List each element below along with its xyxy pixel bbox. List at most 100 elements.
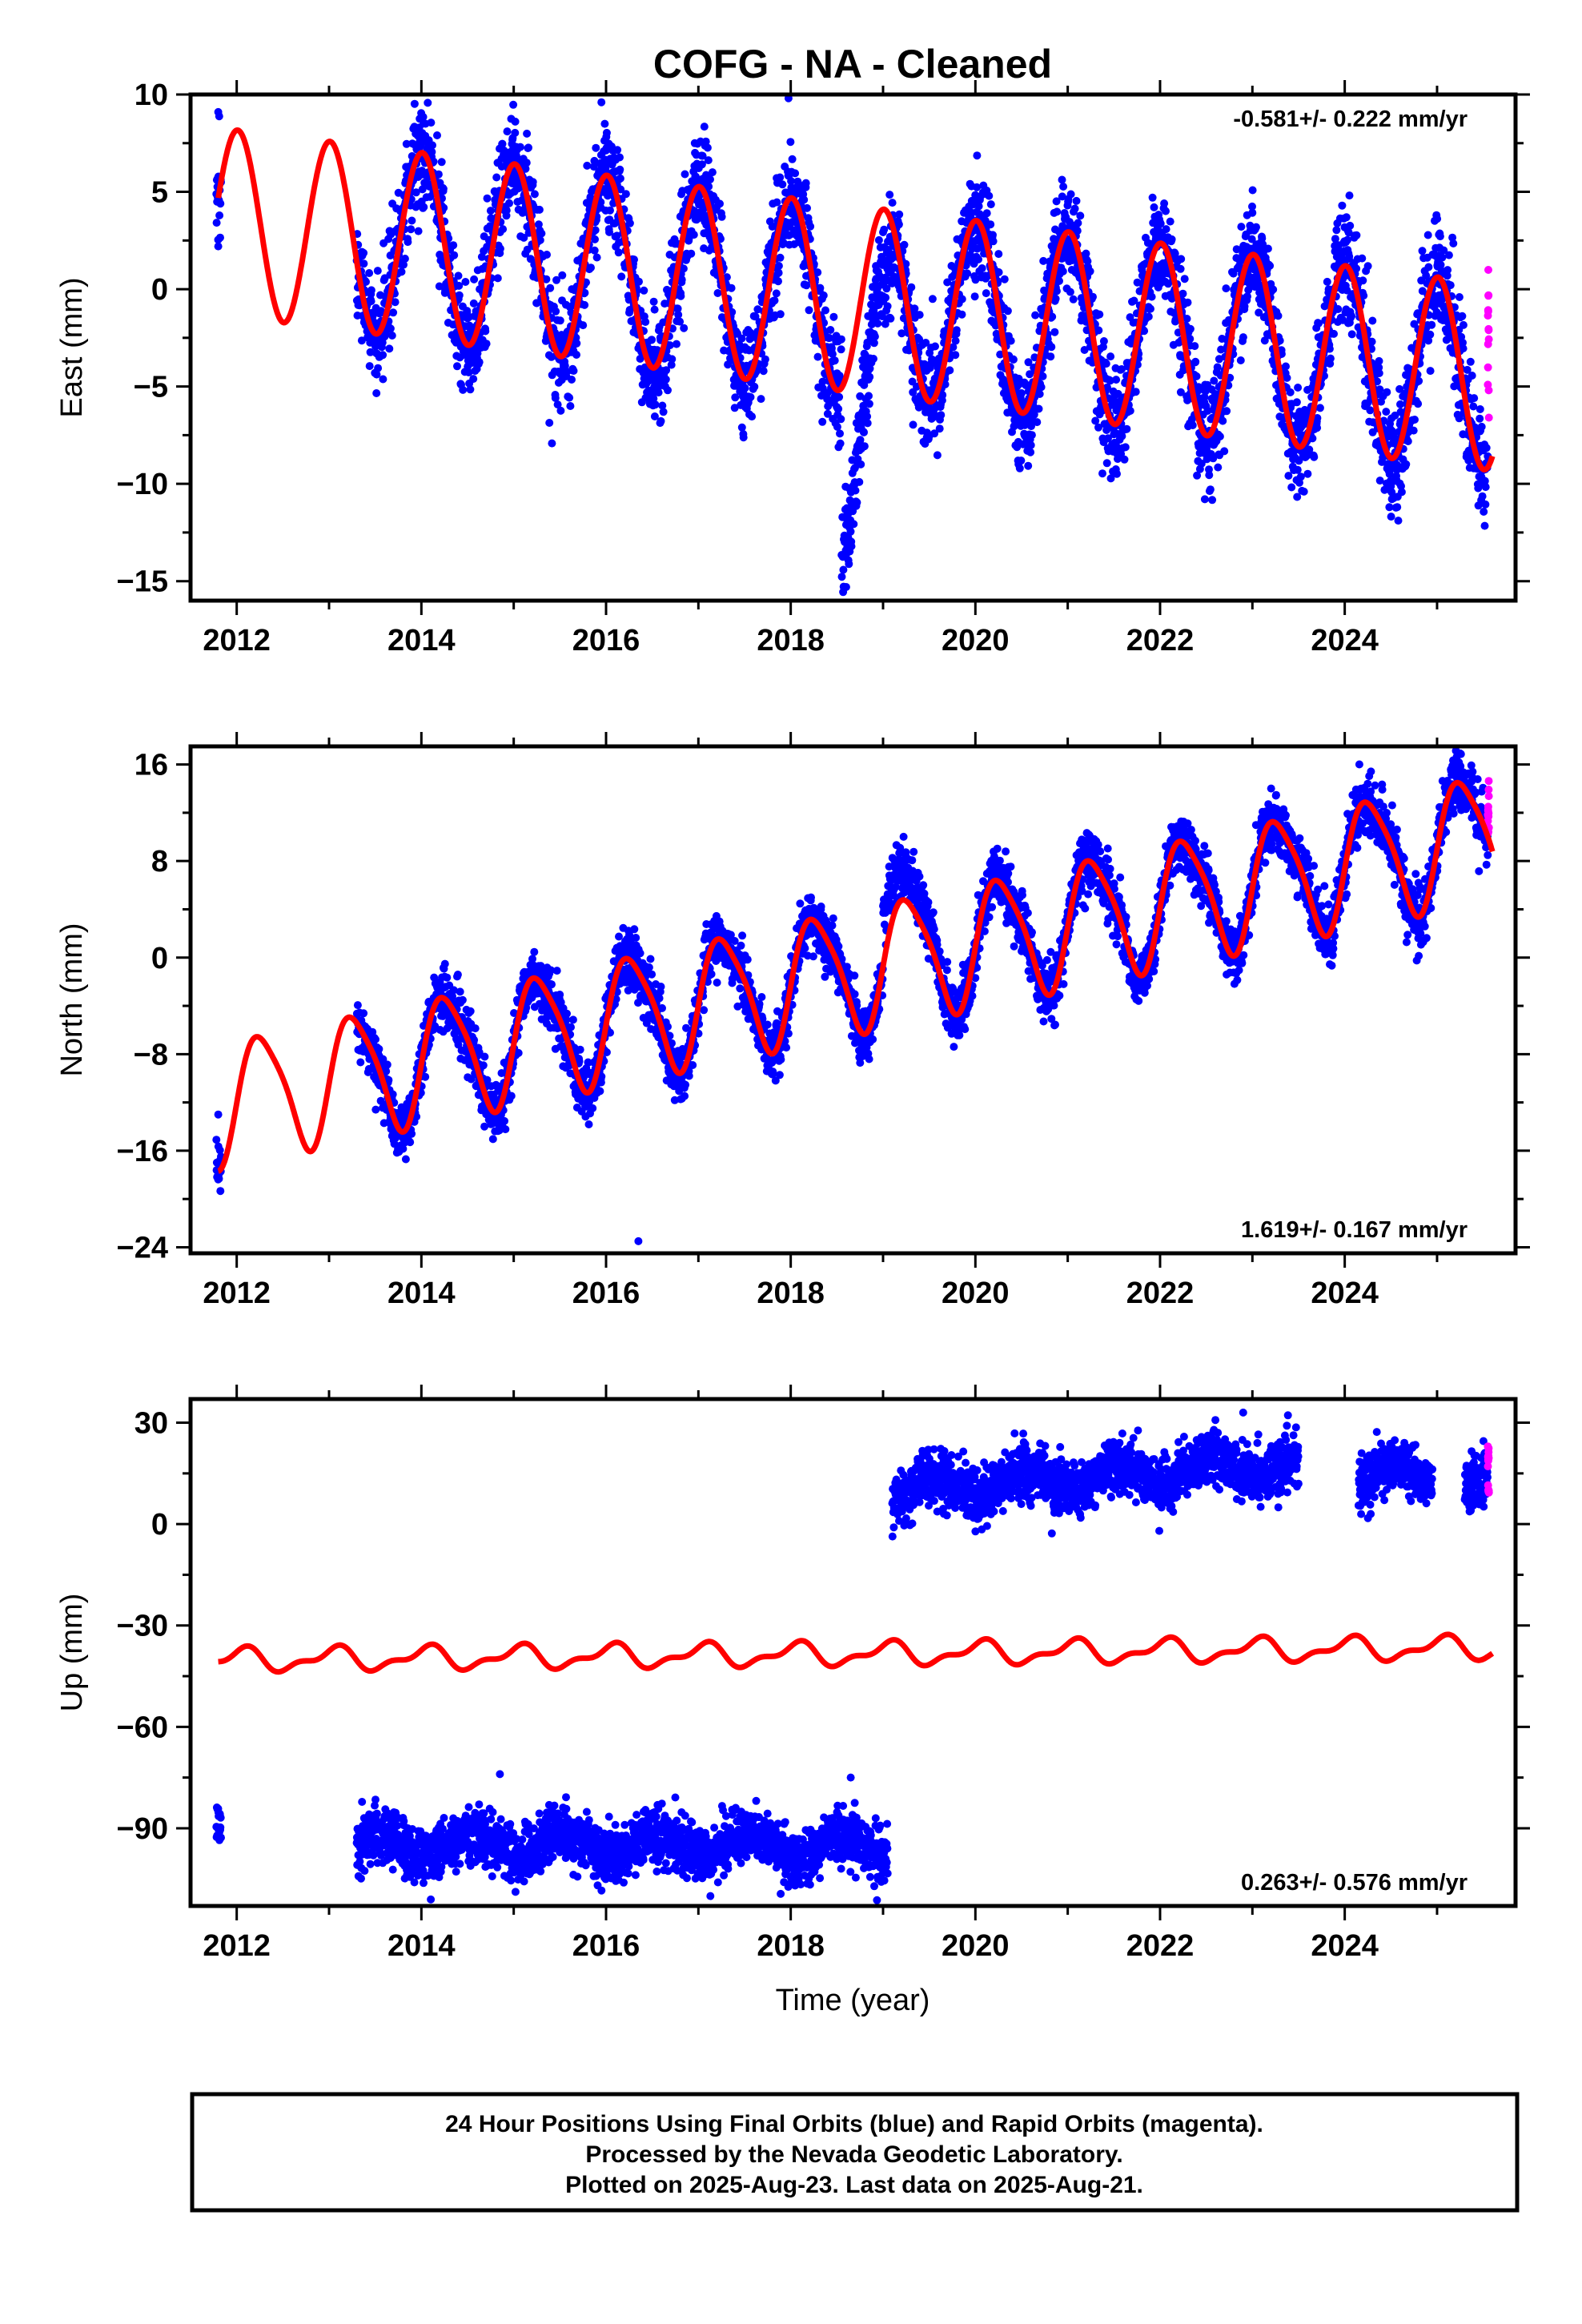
data-point bbox=[753, 305, 762, 314]
data-point bbox=[1098, 469, 1106, 478]
data-point bbox=[1066, 190, 1075, 199]
data-point bbox=[656, 416, 665, 425]
data-point bbox=[1435, 232, 1444, 241]
data-point bbox=[772, 289, 781, 298]
data-point bbox=[486, 207, 495, 215]
data-point bbox=[420, 203, 428, 211]
data-point bbox=[1099, 337, 1108, 345]
data-point bbox=[371, 1035, 379, 1043]
data-point bbox=[1342, 213, 1351, 222]
data-point bbox=[590, 246, 599, 255]
data-point bbox=[1118, 365, 1126, 373]
data-point bbox=[837, 573, 846, 581]
data-point bbox=[1160, 199, 1169, 207]
data-point bbox=[1114, 389, 1122, 398]
data-point bbox=[589, 163, 598, 171]
data-point bbox=[365, 362, 374, 371]
data-point bbox=[1082, 249, 1090, 258]
data-point bbox=[569, 367, 578, 375]
data-point bbox=[1409, 426, 1418, 435]
data-point bbox=[1052, 287, 1061, 296]
data-point bbox=[803, 203, 811, 212]
data-point bbox=[651, 400, 660, 409]
data-point bbox=[1210, 376, 1219, 385]
data-point bbox=[845, 560, 853, 569]
data-point bbox=[216, 199, 225, 208]
data-point bbox=[1296, 472, 1305, 481]
y-tick-label: −15 bbox=[117, 565, 168, 599]
data-point bbox=[1066, 287, 1074, 296]
data-point bbox=[1331, 235, 1339, 243]
data-point bbox=[499, 225, 508, 234]
data-point bbox=[1426, 330, 1435, 339]
data-point bbox=[1191, 342, 1199, 351]
data-point bbox=[1162, 225, 1170, 234]
data-point bbox=[865, 372, 874, 381]
data-point bbox=[800, 195, 809, 204]
rapid-orbit-point bbox=[1484, 307, 1492, 316]
data-point bbox=[1423, 231, 1432, 239]
panels: 2012 2014 2016 2018 2020 2022 20241050−5−10−15… bbox=[55, 78, 1530, 1963]
data-point bbox=[375, 1044, 383, 1053]
data-point bbox=[974, 255, 982, 263]
data-point bbox=[1104, 434, 1112, 443]
data-point bbox=[941, 380, 950, 388]
data-point bbox=[1393, 503, 1402, 512]
data-point bbox=[778, 180, 787, 189]
data-point bbox=[741, 384, 749, 392]
data-point bbox=[511, 128, 520, 137]
data-point bbox=[982, 289, 990, 298]
data-point bbox=[1053, 207, 1062, 216]
data-point bbox=[1283, 373, 1291, 382]
data-point bbox=[776, 310, 785, 319]
data-point bbox=[424, 99, 432, 107]
data-point bbox=[1018, 389, 1026, 397]
data-point bbox=[1146, 304, 1154, 313]
data-point bbox=[1178, 289, 1187, 298]
data-point bbox=[649, 297, 658, 306]
data-point bbox=[215, 211, 224, 219]
data-point bbox=[978, 264, 986, 272]
data-point bbox=[1248, 202, 1256, 211]
data-point bbox=[367, 286, 375, 295]
data-point bbox=[1358, 254, 1367, 263]
data-point bbox=[625, 219, 634, 227]
data-point bbox=[1459, 338, 1467, 347]
data-point bbox=[986, 220, 995, 229]
data-point bbox=[970, 292, 979, 301]
data-point bbox=[846, 527, 855, 536]
data-point bbox=[921, 339, 930, 347]
data-point bbox=[739, 433, 748, 442]
data-point bbox=[391, 298, 400, 307]
data-point bbox=[1035, 390, 1044, 398]
data-point bbox=[1359, 292, 1368, 300]
data-point bbox=[1213, 363, 1222, 372]
data-point bbox=[1089, 292, 1097, 301]
data-point bbox=[1102, 360, 1110, 368]
data-point bbox=[383, 1060, 391, 1069]
data-point bbox=[1072, 196, 1081, 205]
data-point bbox=[439, 184, 448, 193]
data-point bbox=[386, 324, 395, 333]
data-point bbox=[1389, 430, 1398, 439]
data-point bbox=[847, 542, 856, 551]
data-point bbox=[374, 364, 383, 372]
data-point bbox=[805, 306, 813, 315]
data-point bbox=[1113, 469, 1121, 478]
data-point bbox=[863, 412, 872, 420]
data-point bbox=[614, 248, 623, 257]
data-point bbox=[592, 253, 601, 262]
data-point bbox=[546, 283, 555, 292]
data-point bbox=[1222, 284, 1231, 293]
data-point bbox=[1033, 418, 1042, 427]
data-point bbox=[214, 107, 223, 116]
data-point bbox=[412, 188, 420, 197]
data-point bbox=[1130, 296, 1138, 305]
data-point bbox=[828, 350, 837, 359]
data-point bbox=[606, 206, 614, 215]
data-point bbox=[542, 275, 551, 283]
data-point bbox=[974, 202, 983, 211]
data-point bbox=[1055, 276, 1063, 285]
data-point bbox=[1323, 277, 1331, 286]
data-point bbox=[1418, 247, 1427, 255]
